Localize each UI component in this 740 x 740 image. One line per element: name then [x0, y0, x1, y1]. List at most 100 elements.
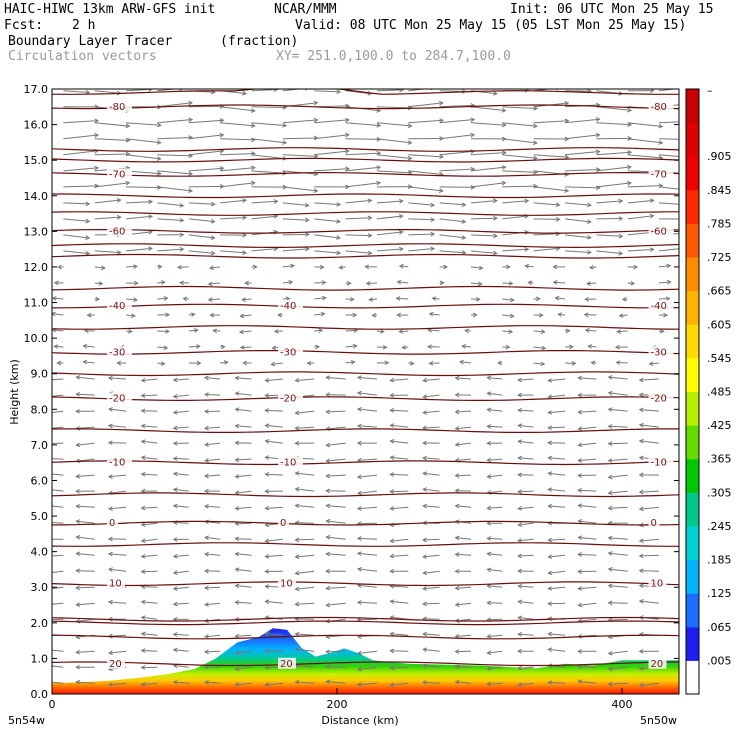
wind-vector-head	[398, 329, 404, 334]
wind-vector-head	[210, 250, 216, 256]
wind-vector	[578, 602, 597, 606]
wind-vector-head	[188, 117, 194, 123]
colorbar-swatch	[686, 626, 699, 661]
wind-vector	[578, 426, 597, 430]
wind-vector-head	[508, 329, 514, 334]
wind-vector-head	[234, 391, 240, 396]
wind-vector-head	[454, 488, 460, 494]
wind-vector	[157, 297, 168, 300]
wind-vector	[345, 138, 381, 140]
temperature-contour-line	[52, 325, 679, 330]
wind-vector-head	[264, 682, 270, 687]
wind-vector-head	[207, 281, 213, 287]
wind-vector-head	[586, 281, 591, 286]
wind-vector	[345, 361, 355, 364]
wind-vector-head	[75, 442, 81, 448]
wind-vector-head	[179, 202, 185, 208]
wind-vector	[390, 490, 409, 493]
wind-vector-head	[398, 198, 404, 204]
wind-vector-head	[607, 567, 613, 572]
wind-vector	[408, 233, 435, 236]
wind-vector-head	[305, 232, 310, 237]
wind-vector	[141, 616, 158, 620]
wind-vector-head	[140, 505, 146, 511]
wind-vector	[345, 345, 357, 348]
wind-vector-head	[75, 503, 81, 509]
wind-vector	[76, 505, 95, 508]
wind-vector-head	[244, 280, 250, 286]
wind-vector	[423, 378, 440, 382]
wind-vector-head	[681, 232, 685, 236]
wind-vector	[487, 568, 503, 572]
wind-vector-head	[569, 344, 574, 350]
wind-vector-head	[430, 217, 436, 223]
wind-vector	[548, 554, 566, 558]
wind-vector	[204, 474, 221, 477]
wind-vector	[376, 89, 403, 92]
wind-vector	[617, 330, 628, 333]
wind-vector	[52, 329, 64, 332]
wind-vector	[345, 250, 372, 254]
wind-vector-head	[325, 392, 330, 398]
wind-vector-head	[345, 117, 350, 123]
wind-vector-head	[325, 585, 331, 591]
contour-label-bg	[648, 392, 674, 404]
wind-vector-head	[389, 553, 395, 559]
wind-vector-head	[607, 681, 613, 687]
wind-vector-head	[666, 263, 672, 269]
wind-vector	[376, 200, 403, 204]
wind-vector-head	[140, 538, 146, 543]
colorbar-label: .125	[707, 587, 732, 600]
wind-vector-head	[607, 650, 613, 656]
wind-vector	[265, 440, 283, 444]
wind-vector	[282, 137, 318, 140]
wind-vector	[326, 442, 346, 446]
wind-vector	[366, 282, 377, 284]
wind-vector-head	[356, 407, 362, 412]
wind-vector-head	[607, 583, 613, 589]
wind-vector-head	[517, 392, 522, 398]
wind-vector-head	[555, 216, 561, 222]
wind-vector-head	[648, 361, 654, 367]
wind-vector	[157, 281, 165, 284]
wind-vector-head	[508, 281, 514, 286]
wind-vector	[108, 682, 127, 686]
wind-vector-head	[547, 471, 553, 476]
wind-vector-head	[294, 570, 300, 576]
contour-label: -70	[109, 169, 125, 180]
wind-vector	[188, 250, 215, 254]
wind-vector-head	[163, 296, 169, 301]
wind-vector-head	[501, 165, 507, 170]
wind-vector	[295, 522, 315, 524]
wind-vector-head	[577, 679, 583, 685]
contour-label-bg	[648, 168, 674, 180]
wind-vector	[52, 505, 64, 508]
wind-vector-head	[156, 122, 162, 128]
wind-vector-head	[44, 457, 48, 461]
wind-vector	[188, 234, 215, 239]
wind-vector-head	[389, 489, 395, 494]
wind-vector	[141, 425, 158, 428]
colorbar-swatch	[686, 559, 699, 594]
temperature-contour-line	[52, 396, 679, 401]
wind-vector-head	[422, 377, 427, 383]
colorbar-label: .605	[707, 318, 732, 331]
wind-vector-head	[422, 647, 428, 653]
wind-vector-head	[638, 599, 644, 604]
wind-vector-head	[638, 472, 644, 478]
wind-vector-head	[264, 631, 270, 637]
wind-vector-head	[234, 457, 240, 463]
wind-vector-head	[517, 568, 522, 574]
wind-vector-head	[75, 488, 80, 494]
wind-vector	[126, 247, 153, 252]
wind-vector	[470, 234, 497, 237]
wind-vector	[345, 122, 381, 127]
wind-vector-head	[75, 535, 81, 540]
wind-vector-head	[618, 198, 624, 204]
wind-vector	[282, 186, 318, 192]
wind-vector	[588, 345, 597, 348]
wind-vector	[126, 154, 161, 160]
wind-vector-head	[107, 682, 113, 687]
cross-section-endpoints: XY= 251.0,100.0 to 284.7,100.0	[276, 49, 511, 64]
wind-vector	[487, 618, 503, 621]
